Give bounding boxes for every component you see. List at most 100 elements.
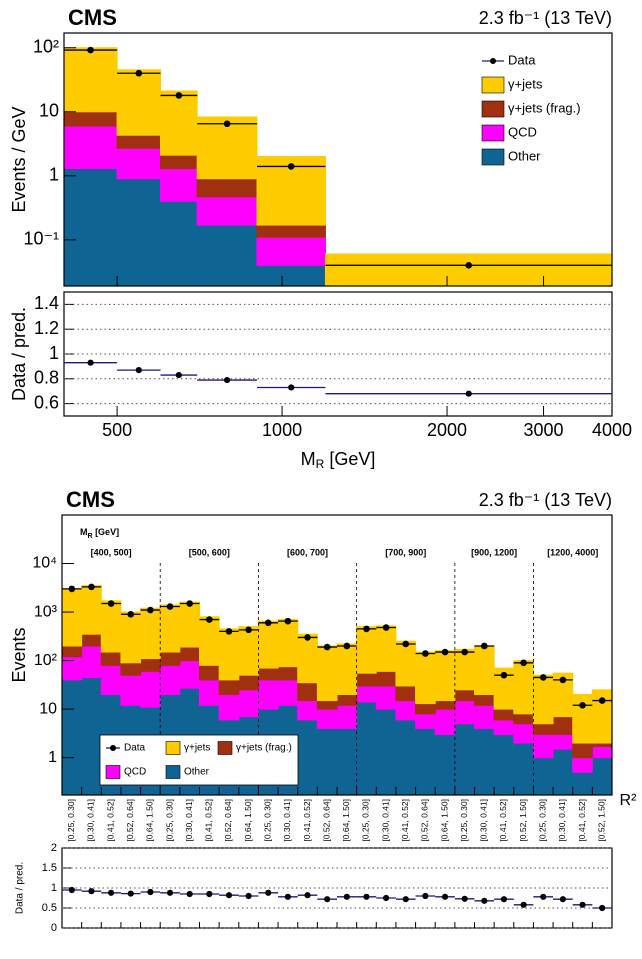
stack-segment	[116, 69, 161, 136]
data-point	[87, 46, 94, 54]
ratio-point	[441, 893, 449, 900]
data-point	[402, 640, 410, 648]
ratio-point	[186, 890, 193, 898]
stack-segment	[218, 628, 240, 681]
stack-segment	[552, 733, 574, 750]
stack-segment	[196, 224, 258, 286]
ratio-point	[88, 888, 95, 895]
ratio-tick-label: 0.8	[34, 368, 59, 388]
data-point	[135, 69, 143, 77]
stack-segment	[64, 168, 118, 286]
stack-segment	[454, 700, 476, 725]
group-header-rest: [GeV]	[93, 527, 120, 537]
ratio-point	[343, 893, 350, 900]
stack-segment	[100, 664, 122, 696]
stack-segment	[297, 633, 318, 684]
data-point	[304, 634, 311, 641]
stack-segment	[100, 600, 122, 653]
stack-segment	[356, 701, 377, 795]
y-tick-label: 1	[49, 165, 59, 185]
group-label: [900, 1200]	[471, 547, 517, 557]
data-point	[481, 642, 488, 650]
group-header: MR [GeV]	[80, 527, 119, 539]
legend-swatch	[481, 76, 505, 94]
ratio-tick-label: 1.4	[34, 293, 59, 313]
stack-segment	[415, 703, 436, 715]
x-tick-label: [0.41, 0.52]	[577, 799, 587, 842]
ratio-tick-label: 0.6	[34, 392, 59, 412]
stack-segment	[493, 708, 515, 721]
stack-segment	[474, 694, 495, 706]
x-tick-label: [0.41, 0.52]	[498, 799, 508, 842]
ratio-point	[304, 892, 311, 899]
x-tick-label: [0.64, 1.50]	[243, 799, 253, 842]
data-point	[539, 674, 547, 681]
stack	[64, 47, 612, 286]
x-axis-label-rest: [GeV]	[324, 449, 375, 469]
stack-segment	[256, 264, 326, 286]
data-point	[343, 642, 351, 650]
legend-swatch	[481, 124, 505, 142]
stack-segment	[277, 666, 299, 681]
data-point	[166, 603, 174, 610]
x-tick-label: [0.64, 1.50]	[341, 799, 351, 842]
stack-segment	[100, 651, 122, 666]
ratio-point	[363, 893, 370, 900]
data-point	[127, 610, 135, 618]
ratio-point	[579, 901, 586, 908]
legend-label: γ+jets (frag.)	[508, 100, 581, 115]
stack-segment	[375, 670, 397, 687]
ratio-point	[166, 889, 174, 896]
group-label: [500, 600]	[189, 547, 230, 557]
ratio-point	[500, 896, 508, 903]
legend-swatch	[481, 148, 505, 166]
x-axis-label: R²	[620, 792, 638, 809]
ratio-axis-label: Data / pred.	[15, 862, 26, 914]
stack-segment	[513, 723, 534, 744]
legend-swatch	[217, 741, 233, 755]
stack-segment	[256, 236, 326, 266]
data-point	[382, 624, 390, 631]
stack-segment	[591, 757, 612, 795]
data-point	[175, 92, 183, 99]
x-tick-label: [0.52, 0.64]	[125, 799, 135, 842]
ratio-tick-label: 2	[51, 842, 57, 854]
stack-segment	[532, 674, 554, 725]
y-axis-label: Events	[9, 627, 29, 682]
data-point	[287, 163, 295, 170]
stack-segment	[120, 662, 142, 676]
y-tick-label: 10⁴	[32, 555, 57, 572]
x-tick-label: [0.52, 1.50]	[596, 799, 606, 842]
ratio-point	[520, 901, 527, 908]
legend-label: Data	[124, 743, 146, 754]
x-tick-label: [0.25, 0.30]	[538, 799, 548, 842]
legend-data-marker	[110, 745, 116, 751]
legend-box	[99, 734, 299, 786]
ratio-point	[175, 371, 182, 379]
data-point	[363, 625, 370, 633]
data-point	[520, 659, 527, 667]
ratio-point	[402, 896, 409, 903]
data-point	[107, 600, 115, 607]
stack-segment	[159, 664, 181, 696]
stack-segment	[116, 178, 161, 286]
stack-segment	[120, 674, 142, 706]
data-point	[422, 650, 429, 657]
stack-segment	[434, 733, 456, 795]
stack-segment	[395, 719, 417, 795]
data-point	[323, 643, 331, 651]
stack-segment	[257, 667, 279, 681]
group-label: [1200, 4000]	[547, 547, 598, 557]
data-point	[598, 697, 606, 704]
stack-segment	[120, 611, 142, 664]
stack-segment	[159, 154, 198, 170]
data-point	[186, 600, 193, 607]
stack-segment	[196, 196, 258, 226]
stack-segment	[454, 723, 476, 795]
x-tick-label: [0.30, 0.41]	[282, 799, 292, 842]
stack-segment	[62, 645, 83, 658]
legend-swatch	[481, 100, 505, 118]
x-tick-label: 500	[102, 420, 132, 440]
x-tick-label: [0.30, 0.41]	[380, 799, 390, 842]
y-tick-label: 10⁻¹	[23, 229, 59, 249]
